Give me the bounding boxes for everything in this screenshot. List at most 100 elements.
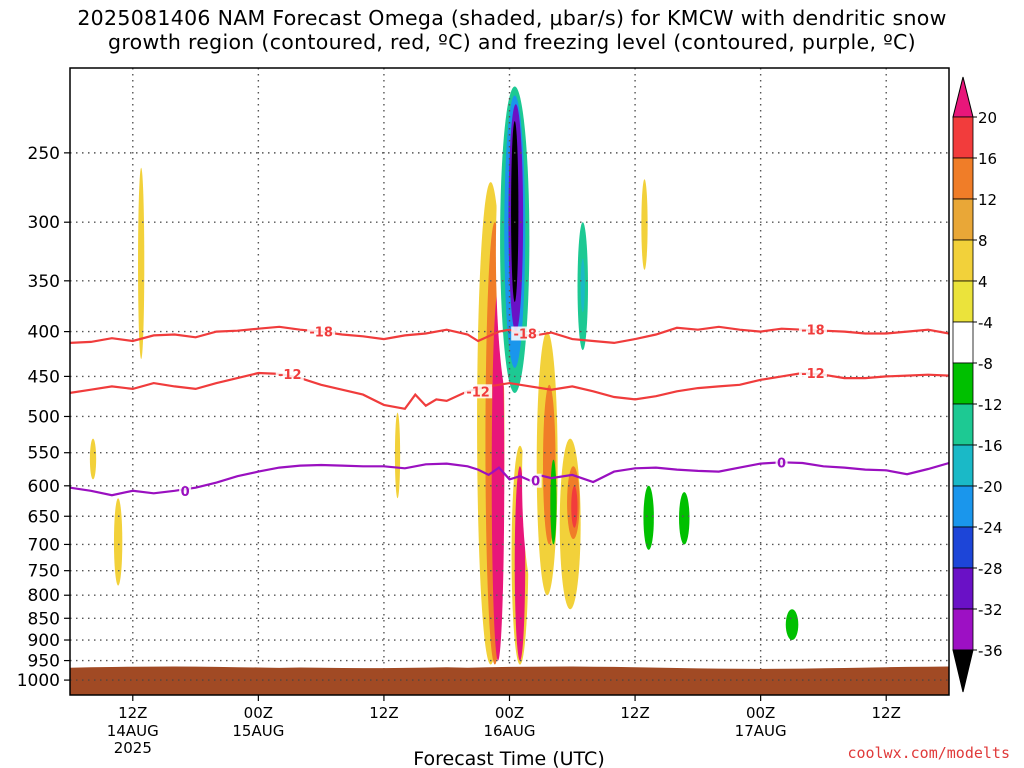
contour-label-0: 0 (531, 475, 540, 490)
x-tick-label: 12Z (118, 704, 147, 722)
colorbar-label: -12 (978, 396, 1003, 414)
y-tick-label: 600 (28, 477, 60, 497)
omega-region-16 (514, 466, 526, 661)
colorbar-label: -32 (978, 601, 1003, 619)
colorbar-segment-8 (952, 444, 974, 487)
contour-line--18 (70, 325, 949, 345)
contour-label-bg (798, 322, 827, 337)
y-tick-label: 900 (28, 631, 60, 651)
contour-label--18: -18 (309, 326, 333, 341)
chart-title-line-2: growth region (contoured, red, ºC) and f… (108, 30, 916, 54)
y-tick-label: 700 (28, 535, 60, 555)
omega-region-26 (580, 258, 585, 313)
x-tick-label: 12Z (369, 704, 398, 722)
omega-region-38 (812, 604, 832, 645)
x-tick-label: 00Z (746, 704, 775, 722)
omega-region-23 (571, 485, 578, 528)
omega-region-28 (641, 179, 648, 270)
colorbar-label: -4 (978, 314, 993, 332)
colorbar-label: 12 (978, 191, 997, 209)
colorbar-segment-7 (952, 403, 974, 446)
x-tick-sublabel: 17AUG (735, 722, 787, 740)
omega-region-14 (511, 121, 519, 302)
contour-label-bg (275, 366, 304, 381)
colorbar-label: 16 (978, 150, 997, 168)
x-tick-label: 00Z (495, 704, 524, 722)
colorbar-label: 20 (978, 109, 997, 127)
y-tick-label: 1000 (17, 671, 60, 691)
ground-fill (70, 666, 949, 695)
contour-label--12: -12 (278, 368, 302, 383)
colorbar-segment-5 (952, 321, 974, 364)
omega-region-4 (302, 560, 328, 623)
omega-region-37 (785, 609, 799, 641)
x-tick-sublabel: 15AUG (232, 722, 284, 740)
x-tick-sublabel: 16AUG (484, 722, 536, 740)
contour-label--12: -12 (466, 385, 490, 400)
x-axis-label: Forecast Time (UTC) (413, 748, 604, 768)
colorbar-label: 8 (978, 232, 988, 250)
omega-region-39 (826, 611, 840, 641)
x-tick-sublabel: 2025 (114, 739, 152, 757)
contour-label--18: -18 (513, 328, 537, 343)
pressure-axis: 2503003504004505005506006507007508008509… (17, 144, 70, 691)
x-tick-label: 12Z (872, 704, 901, 722)
omega-region-5 (394, 412, 401, 499)
omega-region-20 (550, 459, 557, 545)
omega-region-1 (164, 124, 175, 238)
colorbar-segment-1 (952, 157, 974, 200)
omega-region-40 (848, 590, 860, 625)
omega-region-27 (598, 431, 630, 591)
colorbar-segment-0 (952, 116, 974, 159)
contour-label-0: 0 (777, 456, 786, 471)
colorbar-segment-4 (952, 280, 974, 323)
contour-label-bg (179, 483, 192, 498)
colorbar-label: -8 (978, 355, 993, 373)
y-tick-label: 800 (28, 586, 60, 606)
colorbar-label: -20 (978, 478, 1003, 496)
contour-label-bg (798, 366, 827, 381)
omega-region-33 (679, 492, 690, 545)
colorbar-label: -24 (978, 519, 1003, 537)
y-tick-label: 850 (28, 609, 60, 629)
y-tick-label: 300 (28, 213, 60, 233)
contour-line-0 (70, 461, 949, 497)
omega-region-0 (138, 167, 145, 360)
colorbar-label: -36 (978, 642, 1003, 660)
colorbar-segment-12 (952, 608, 974, 651)
site-credit[interactable]: coolwx.com/modelts (847, 744, 1010, 762)
y-tick-label: 350 (28, 272, 60, 292)
y-tick-label: 500 (28, 407, 60, 427)
colorbar-segment-9 (952, 485, 974, 528)
omega-region-34 (699, 445, 721, 586)
contour-label--18: -18 (801, 324, 825, 339)
y-tick-label: 250 (28, 144, 60, 164)
y-tick-label: 750 (28, 562, 60, 582)
x-tick-label: 00Z (244, 704, 273, 722)
x-tick-label: 12Z (620, 704, 649, 722)
contour-label-bg (307, 324, 336, 339)
colorbar-top-arrow (952, 76, 974, 118)
terrain-below-ground (70, 666, 949, 695)
omega-region-42 (937, 637, 944, 647)
colorbar-segment-6 (952, 362, 974, 405)
contour-label--12: -12 (801, 367, 825, 382)
y-tick-label: 550 (28, 444, 60, 464)
contour-label-0: 0 (181, 485, 190, 500)
colorbar-segment-11 (952, 567, 974, 610)
y-tick-label: 450 (28, 367, 60, 387)
colorbar-label: -16 (978, 437, 1003, 455)
y-tick-label: 400 (28, 323, 60, 343)
colorbar-label: -28 (978, 560, 1003, 578)
colorbar-segment-2 (952, 198, 974, 241)
x-tick-sublabel: 14AUG (107, 722, 159, 740)
contour-lines: -18 -18 -18 -12 -12 -12 0 0 0 (70, 322, 949, 500)
colorbar-bottom-arrow (952, 649, 974, 693)
colorbar-segment-10 (952, 526, 974, 569)
omega-region-2 (89, 438, 97, 480)
contour-label-bg (511, 326, 540, 341)
contour-label-bg (464, 384, 493, 399)
omega-region-41 (883, 498, 890, 556)
omega-colorbar: 20 16 12 8 4 -4 -8 -12 -16 -20 -24 -28 -32 -36 (952, 76, 1003, 693)
